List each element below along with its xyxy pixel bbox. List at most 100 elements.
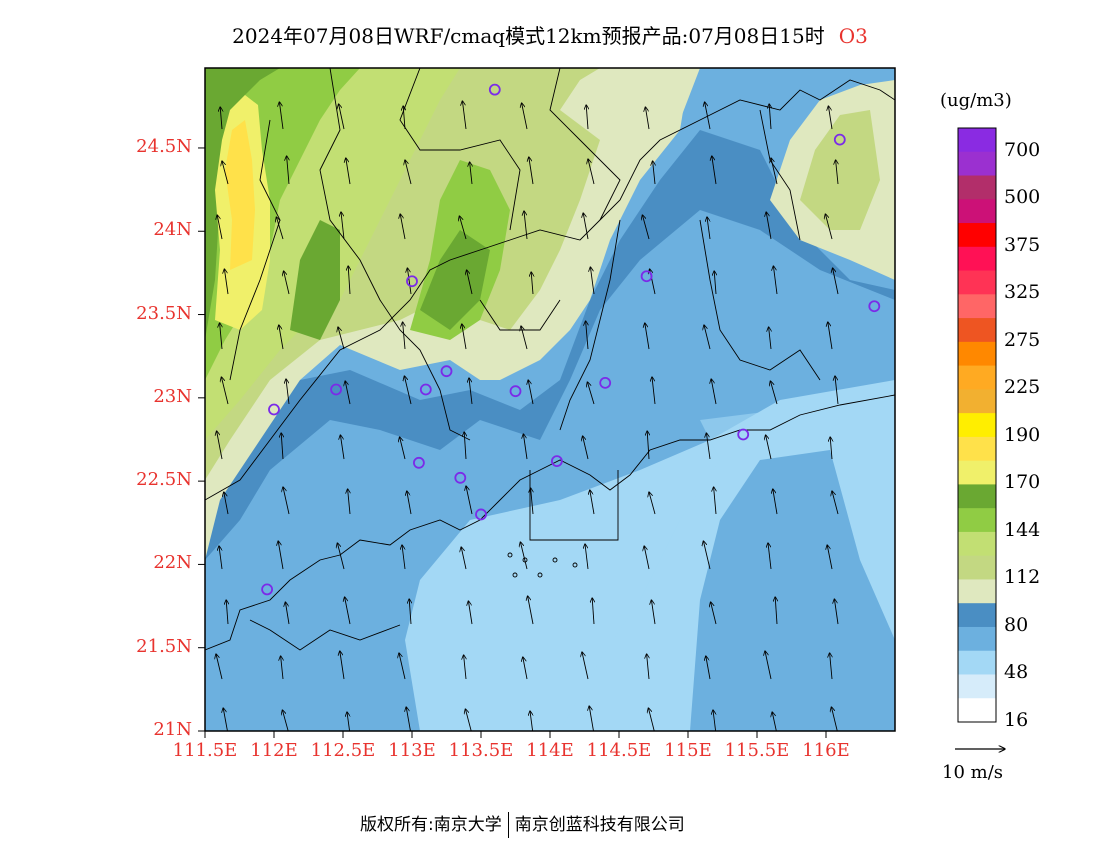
colorbar-swatch <box>958 389 996 414</box>
wind-arrow <box>530 711 533 731</box>
lon-label: 112E <box>250 740 298 761</box>
colorbar-swatch <box>958 175 996 200</box>
colorbar-swatch <box>958 199 996 224</box>
legend-label: 325 <box>1004 281 1041 304</box>
wind-arrow <box>221 377 229 405</box>
wind-arrow <box>529 157 534 185</box>
station-marker <box>406 275 418 288</box>
wind-arrow <box>340 651 345 680</box>
wind-arrow <box>346 158 351 185</box>
colorbar-swatch <box>958 508 996 533</box>
wind-arrow <box>403 322 405 350</box>
legend-label: 225 <box>1004 376 1041 399</box>
wind-arrow <box>586 105 588 130</box>
wind-arrow <box>834 599 839 625</box>
wind-arrow <box>287 156 289 185</box>
wind-arrow <box>217 215 223 240</box>
wind-arrow <box>711 379 717 405</box>
wind-arrow <box>217 431 223 460</box>
wind-arrow <box>283 487 290 515</box>
wind-arrow <box>714 487 716 515</box>
wind-arrow <box>770 381 778 405</box>
lat-label: 23.5N <box>136 302 192 324</box>
wind-arrow <box>765 651 772 680</box>
wind-arrow <box>279 325 284 350</box>
wind-arrow <box>403 106 405 130</box>
wind-arrow <box>768 543 772 570</box>
station-marker <box>330 383 343 396</box>
wind-arrow <box>284 271 290 295</box>
wind-arrow <box>705 102 711 130</box>
wind-arrow <box>464 432 466 460</box>
wind-arrow <box>224 269 229 295</box>
wind-arrow <box>585 544 589 570</box>
legend-unit: (ug/m3) <box>940 90 1012 111</box>
wind-arrow <box>645 107 650 130</box>
wind-arrow <box>466 486 473 515</box>
station-marker <box>868 300 881 313</box>
wind-arrow <box>647 654 649 680</box>
station-marker <box>261 583 274 596</box>
lat-label: 22N <box>153 552 192 574</box>
wind-arrow <box>836 160 838 185</box>
wind-arrow <box>645 323 650 350</box>
station-marker <box>412 456 425 469</box>
lon-label: 111.5E <box>172 740 238 761</box>
wind-arrow <box>649 492 656 515</box>
wind-arrow <box>528 380 534 405</box>
lon-label: 115.5E <box>724 740 790 761</box>
wind-arrow <box>590 490 595 515</box>
species-label: O3 <box>838 24 868 48</box>
wind-arrow <box>653 161 655 185</box>
station-marker <box>454 471 467 484</box>
wind-arrow <box>467 270 473 295</box>
lat-label: 24.5N <box>136 135 192 157</box>
lon-label: 113E <box>388 740 436 761</box>
lon-label: 116E <box>802 740 850 761</box>
monitoring-stations <box>261 83 881 596</box>
colorbar-swatch <box>958 531 996 557</box>
wind-arrow <box>468 601 473 625</box>
wind-arrow <box>404 376 412 405</box>
wind-arrow <box>279 102 284 130</box>
legend-label: 275 <box>1004 328 1041 351</box>
wind-arrow <box>531 272 533 295</box>
wind-arrow <box>523 657 528 680</box>
wind-arrow <box>773 489 778 515</box>
wind-arrow <box>771 158 778 185</box>
station-marker <box>833 133 846 146</box>
wind-arrow <box>281 433 283 460</box>
colorbar-swatch <box>958 579 996 604</box>
copyright-right: 南京创蓝科技有限公司 <box>514 815 685 835</box>
colorbar-swatch <box>958 484 996 509</box>
station-marker <box>737 428 750 441</box>
wind-arrow <box>589 706 594 731</box>
wind-arrow <box>712 156 717 185</box>
station-marker <box>419 383 432 396</box>
colorbar-swatch <box>958 318 996 343</box>
wind-arrow <box>713 710 716 731</box>
wind-arrow <box>464 655 466 680</box>
lon-label: 114.5E <box>586 740 652 761</box>
legend-label: 48 <box>1004 661 1029 684</box>
colorbar <box>957 127 997 723</box>
wind-arrow <box>524 211 528 240</box>
title-text: 2024年07月08日WRF/cmaq模式12km预报产品:07月08日15时 <box>232 24 825 48</box>
wind-arrow <box>278 541 284 570</box>
wind-arrow <box>348 266 350 295</box>
colorbar-swatch <box>958 626 996 652</box>
wind-arrow <box>707 217 711 240</box>
station-marker <box>488 83 501 96</box>
wind-vectors <box>216 101 839 731</box>
wind-arrow <box>222 161 229 185</box>
wind-arrow <box>587 382 595 405</box>
station-marker <box>268 403 280 416</box>
wind-arrow <box>827 545 833 570</box>
colorbar-swatch <box>958 270 996 295</box>
wind-arrow <box>459 216 467 240</box>
wind-arrow <box>825 214 833 240</box>
colorbar-swatch <box>958 246 996 272</box>
wind-arrow <box>703 541 711 570</box>
wind-arrow <box>531 488 533 515</box>
